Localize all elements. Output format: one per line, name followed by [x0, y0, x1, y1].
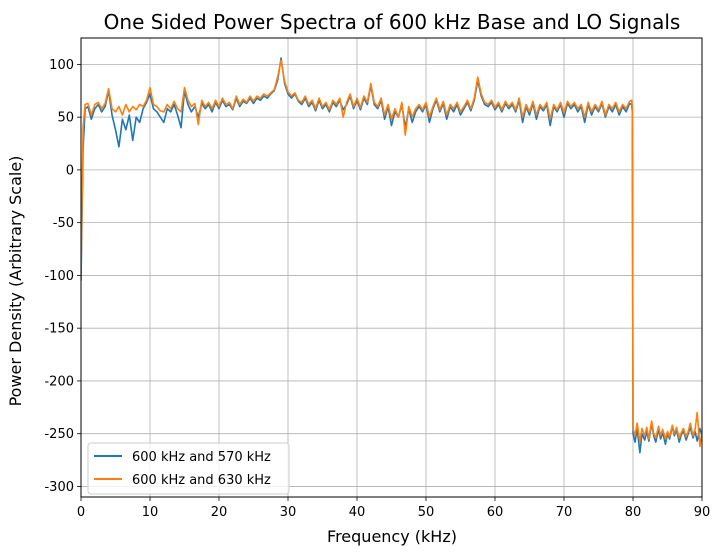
y-tick-label: -150 — [44, 322, 74, 337]
x-tick-label: 10 — [142, 505, 159, 520]
series-lines — [81, 57, 702, 454]
y-tick-label: -300 — [44, 480, 74, 495]
legend: 600 kHz and 570 kHz 600 kHz and 630 kHz — [87, 442, 290, 495]
legend-label-series-1: 600 kHz and 570 kHz — [132, 450, 271, 465]
y-tick-label: 100 — [49, 58, 74, 73]
y-tick-label: -250 — [44, 427, 74, 442]
y-tick-label: 50 — [57, 111, 74, 126]
x-tick-label: 30 — [280, 505, 297, 520]
x-tick-label: 0 — [77, 505, 85, 520]
y-tick-label: 0 — [66, 163, 74, 178]
plot-frame — [80, 37, 703, 498]
x-tick-label: 50 — [418, 505, 435, 520]
series-line-2 — [81, 59, 702, 448]
legend-label-series-2: 600 kHz and 630 kHz — [132, 473, 271, 488]
x-tick-label: 60 — [487, 505, 504, 520]
x-tick-label: 20 — [211, 505, 228, 520]
y-tick-label: -100 — [44, 269, 74, 284]
y-axis-label: Power Density (Arbitrary Scale) — [6, 156, 25, 407]
x-tick-label: 70 — [556, 505, 573, 520]
y-tick-label: -50 — [53, 216, 74, 231]
x-tick-label: 40 — [349, 505, 366, 520]
x-axis-label: Frequency (kHz) — [327, 527, 457, 546]
x-tick-label: 80 — [625, 505, 642, 520]
axis-ticks: 0 10 20 30 40 50 60 70 80 90 -300 -250 -200 -150 -100 -… — [44, 58, 710, 520]
x-tick-label: 90 — [694, 505, 711, 520]
legend-box — [87, 442, 290, 495]
chart-title: One Sided Power Spectra of 600 kHz Base … — [104, 10, 681, 34]
y-tick-label: -200 — [44, 374, 74, 389]
